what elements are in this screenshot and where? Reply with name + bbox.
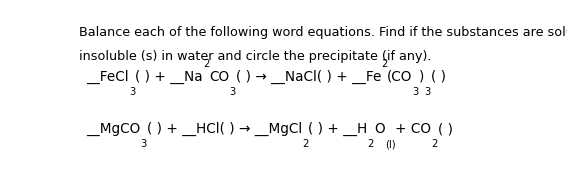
Text: 2: 2	[203, 59, 209, 69]
Text: 3: 3	[141, 139, 147, 149]
Text: (CO: (CO	[387, 70, 413, 84]
Text: 2: 2	[431, 139, 438, 149]
Text: 2: 2	[367, 139, 374, 149]
Text: ( ) → __NaCl( ) + __Fe: ( ) → __NaCl( ) + __Fe	[235, 70, 381, 84]
Text: + CO: + CO	[395, 122, 431, 136]
Text: ): )	[419, 70, 424, 84]
Text: __MgCO: __MgCO	[86, 122, 141, 136]
Text: Balance each of the following word equations. Find if the substances are soluble: Balance each of the following word equat…	[79, 26, 567, 39]
Text: insoluble (s) in water and circle the precipitate (if any).: insoluble (s) in water and circle the pr…	[79, 50, 431, 63]
Text: ( ): ( )	[438, 122, 452, 136]
Text: O: O	[374, 122, 384, 136]
Text: ( ) + __Na: ( ) + __Na	[135, 70, 203, 84]
Text: 3: 3	[413, 87, 419, 97]
Text: 3: 3	[424, 87, 430, 97]
Text: 3: 3	[129, 87, 135, 97]
Text: ( ) + __HCl( ) → __MgCl: ( ) + __HCl( ) → __MgCl	[147, 122, 302, 136]
Text: ( ): ( )	[430, 70, 446, 84]
Text: CO: CO	[209, 70, 229, 84]
Text: (l): (l)	[384, 139, 395, 149]
Text: ( ) + __H: ( ) + __H	[308, 122, 367, 136]
Text: 3: 3	[229, 87, 235, 97]
Text: 2: 2	[381, 59, 387, 69]
Text: __FeCl: __FeCl	[86, 70, 129, 84]
Text: 2: 2	[302, 139, 308, 149]
